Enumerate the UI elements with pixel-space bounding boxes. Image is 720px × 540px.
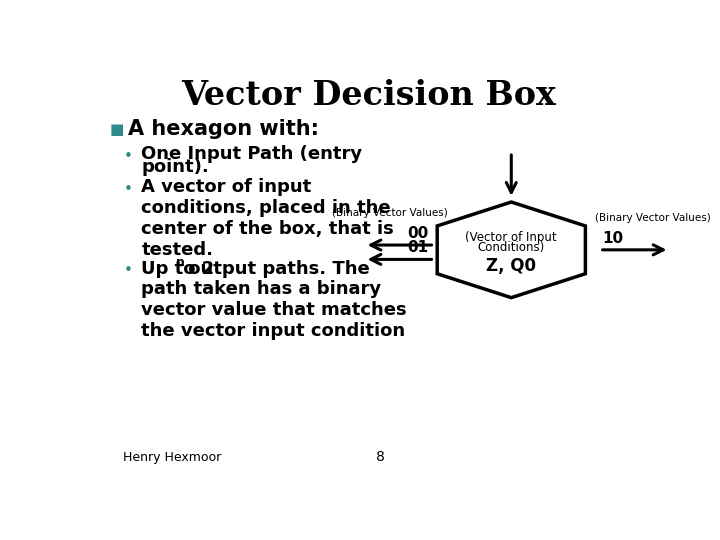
Text: 10: 10 [603,231,624,246]
Text: Vector Decision Box: Vector Decision Box [181,79,557,112]
Text: A vector of input: A vector of input [141,178,312,197]
Text: 01: 01 [408,240,429,255]
Text: One Input Path (entry: One Input Path (entry [141,145,362,163]
Text: tested.: tested. [141,241,213,259]
Text: •: • [124,182,132,197]
Text: center of the box, that is: center of the box, that is [141,220,394,238]
Text: •: • [124,263,132,278]
Text: (Binary Vector Values): (Binary Vector Values) [332,208,448,218]
Text: output paths. The: output paths. The [181,260,369,278]
Text: 00: 00 [408,226,429,241]
Text: •: • [124,149,132,164]
Text: path taken has a binary: path taken has a binary [141,280,382,298]
Text: (Binary Vector Values): (Binary Vector Values) [595,213,711,223]
Text: Conditions): Conditions) [477,241,545,254]
Text: vector value that matches: vector value that matches [141,301,407,319]
Text: ■: ■ [109,122,124,137]
Text: point).: point). [141,158,209,176]
Text: Henry Hexmoor: Henry Hexmoor [124,451,222,464]
Text: n: n [176,256,185,269]
Text: Up to 2: Up to 2 [141,260,215,278]
Text: the vector input condition: the vector input condition [141,322,405,340]
Text: A hexagon with:: A hexagon with: [128,119,319,139]
Text: (Vector of Input: (Vector of Input [465,231,557,244]
Text: Z, Q0: Z, Q0 [486,258,536,275]
Text: conditions, placed in the: conditions, placed in the [141,199,391,217]
Text: 8: 8 [376,450,384,464]
